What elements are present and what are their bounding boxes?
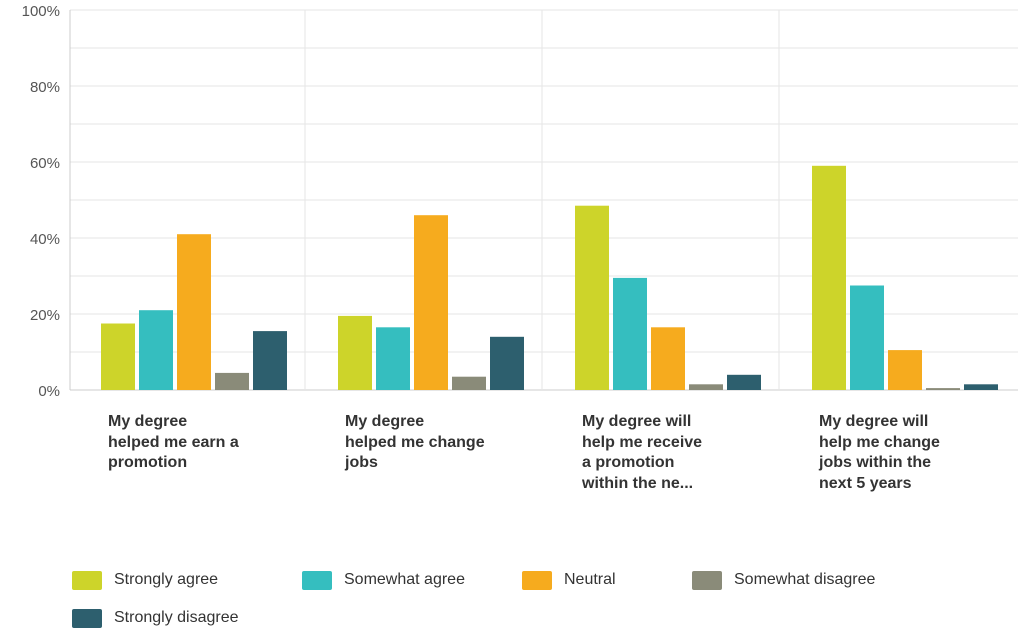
y-tick-label: 0% — [38, 383, 60, 400]
bar[interactable] — [613, 277, 647, 390]
legend-item[interactable]: Somewhat agree — [302, 568, 465, 592]
legend-item[interactable]: Strongly disagree — [72, 606, 239, 630]
x-category-label-line: My degree — [345, 413, 425, 430]
legend-item[interactable]: Strongly agree — [72, 568, 218, 592]
x-category-label: My degree will help me change jobs within … — [819, 412, 1009, 494]
bar[interactable] — [215, 372, 249, 390]
y-tick-label: 80% — [30, 79, 60, 96]
bar[interactable] — [888, 350, 922, 390]
bars — [101, 165, 998, 391]
bar[interactable] — [139, 310, 173, 390]
bar[interactable] — [177, 234, 211, 390]
bar[interactable] — [850, 285, 884, 391]
y-tick-label: 40% — [30, 231, 60, 248]
x-category-label-line: helped me change — [345, 433, 485, 451]
x-category-label-line: next 5 years — [819, 474, 912, 492]
legend-swatch — [522, 570, 552, 590]
x-category-label: My degree will help me receive a promotion… — [582, 412, 772, 494]
x-category-label: My degree helped me earn a promotion — [108, 412, 298, 474]
x-category-label-line: promotion — [108, 454, 188, 471]
legend-swatch — [72, 570, 102, 590]
x-category-label-line: My degree will — [819, 413, 929, 430]
x-category-label-line: a promotion — [582, 454, 675, 471]
y-tick-label: 100% — [22, 3, 60, 20]
bar[interactable] — [414, 215, 448, 390]
bar[interactable] — [651, 327, 685, 390]
bar-chart: 0% 20% 40% 60% 80% 100% — [22, 3, 1018, 400]
y-axis-ticks: 0% 20% 40% 60% 80% 100% — [22, 3, 60, 400]
legend-swatch — [72, 608, 102, 628]
x-category-label-line: jobs within the — [819, 454, 931, 471]
bar[interactable] — [964, 384, 998, 390]
x-category-label-line: help me receive — [582, 433, 703, 451]
x-category-label-line: within the ne... — [582, 474, 694, 492]
bar[interactable] — [452, 376, 486, 390]
bar[interactable] — [727, 374, 761, 390]
legend-item[interactable]: Neutral — [522, 568, 616, 592]
legend-label: Neutral — [564, 571, 616, 588]
bar[interactable] — [689, 384, 723, 390]
bar[interactable] — [575, 205, 609, 390]
bar[interactable] — [338, 315, 372, 390]
legend-label: Strongly agree — [114, 571, 219, 588]
y-tick-label: 20% — [30, 307, 60, 324]
x-category-label-line: My degree will — [582, 413, 692, 430]
legend-swatch — [302, 570, 332, 590]
x-category-label: My degree helped me change jobs — [345, 412, 535, 474]
bar[interactable] — [926, 388, 960, 390]
x-category-label-line: help me change — [819, 433, 940, 451]
bar[interactable] — [490, 336, 524, 390]
legend-label: Somewhat agree — [344, 571, 465, 588]
legend-label: Somewhat disagree — [734, 571, 876, 588]
x-category-label-line: helped me earn a — [108, 433, 239, 451]
bar[interactable] — [812, 165, 846, 390]
legend-item[interactable]: Somewhat disagree — [692, 568, 875, 592]
legend-label: Strongly disagree — [114, 609, 239, 626]
bar[interactable] — [101, 323, 135, 391]
bar[interactable] — [253, 331, 287, 390]
x-category-label-line: My degree — [108, 413, 188, 430]
bar[interactable] — [376, 327, 410, 390]
y-tick-label: 60% — [30, 155, 60, 172]
gridlines — [70, 9, 1018, 391]
x-category-label-line: jobs — [345, 454, 378, 471]
legend-swatch — [692, 570, 722, 590]
